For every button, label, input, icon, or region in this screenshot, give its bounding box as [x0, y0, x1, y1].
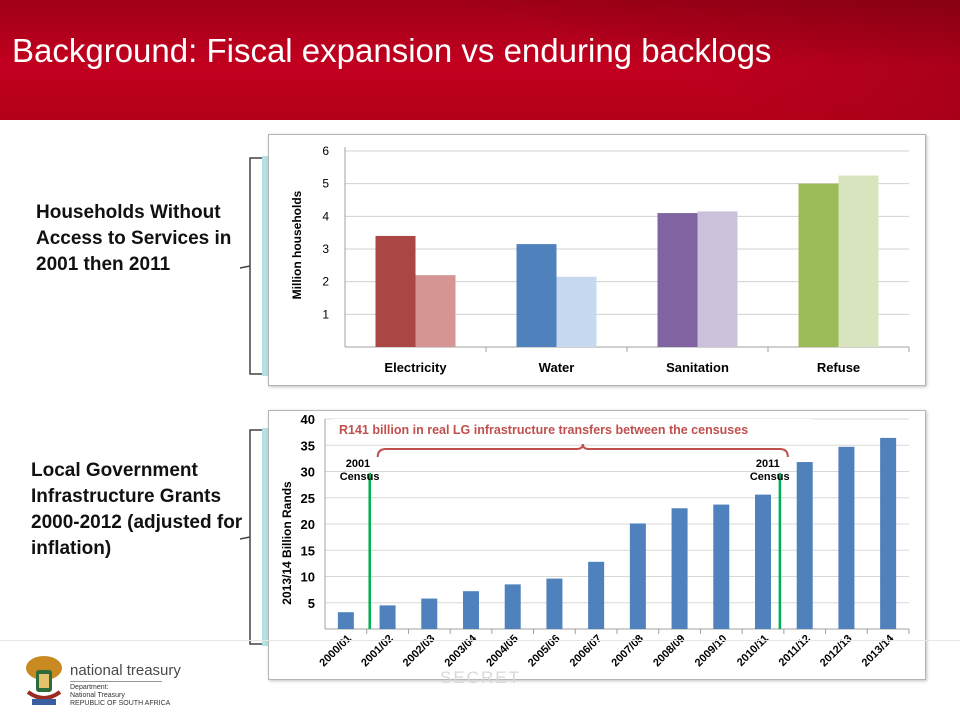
bar-2011-12: [796, 462, 813, 629]
y-tick-label: 30: [301, 465, 315, 480]
x-tick-label: 2005/06: [526, 633, 563, 670]
bar-electricity-2011: [415, 275, 456, 347]
bar-water-2011: [556, 276, 597, 347]
logo-sub-line: National Treasury: [70, 692, 125, 699]
x-tick-label: Sanitation: [666, 360, 729, 375]
y-tick-label: 10: [301, 570, 315, 585]
x-tick-label: 2008/09: [651, 633, 688, 670]
y-tick-label: 5: [322, 177, 329, 191]
grants-chart-frame: 5 10 15 20 25 30 35 40 2000/01 2001/02 2002/03 200…: [268, 410, 926, 680]
bar-2002-03: [421, 598, 438, 629]
y-tick-label: 35: [301, 438, 315, 453]
x-tick-label: 2012/13: [818, 633, 855, 670]
y-tick-label: 3: [322, 242, 329, 256]
x-tick-label: Refuse: [817, 360, 860, 375]
x-tick-label: 2002/03: [401, 633, 438, 670]
x-tick-label: 2013/14: [860, 632, 897, 669]
y-axis-label: Million households: [290, 190, 304, 299]
x-tick-label: 2001/02: [359, 633, 396, 670]
census-2001-year: 2001: [346, 458, 370, 470]
x-tick-label: Water: [539, 360, 575, 375]
y-tick-label: 25: [301, 491, 315, 506]
bar-2013-14: [880, 437, 897, 629]
x-tick-label: 2006/07: [568, 633, 605, 670]
bracket-text-bg: [333, 419, 813, 439]
bar-2008-09: [671, 508, 688, 629]
bar-2007-08: [629, 523, 646, 629]
y-tick-label: 4: [322, 209, 329, 223]
bar-refuse-2001: [798, 183, 839, 347]
bar-2010-11: [755, 494, 771, 629]
census-2001-label: Census: [340, 471, 380, 483]
y-tick-label: 15: [301, 543, 315, 558]
coat-of-arms-icon: [26, 656, 62, 705]
footer-watermark: SECRET: [440, 668, 521, 687]
bar-2000-01: [337, 612, 354, 629]
y-tick-label: 20: [301, 517, 315, 532]
households-label: Households Without Access to Services in…: [36, 202, 232, 275]
logo-name: national treasury: [70, 662, 181, 682]
bar-water-2001: [516, 244, 557, 347]
bar-2005-06: [546, 578, 563, 629]
census-bracket: [376, 443, 789, 458]
y-tick-label: 5: [308, 596, 315, 611]
bar-2001-02: [379, 605, 396, 629]
bar-electricity-2001: [375, 235, 416, 347]
y-tick-label: 1: [322, 307, 329, 321]
logo-sub-line: REPUBLIC OF SOUTH AFRICA: [70, 700, 171, 707]
bar-refuse-2011: [838, 175, 879, 347]
x-tick-label: 2011/12: [777, 633, 813, 669]
logo-sub-line: Department:: [70, 684, 109, 691]
y-tick-label: 6: [322, 144, 329, 158]
bracket-annotation: R141 billion in real LG infrastructure t…: [339, 423, 748, 437]
grants-label: Local Government Infrastructure Grants 2…: [31, 460, 243, 559]
y-tick-label: 2: [322, 275, 329, 289]
census-2011-label: Census: [750, 471, 790, 483]
bar-2004-05: [504, 584, 521, 629]
x-tick-label: 2003/04: [443, 632, 480, 669]
footer-divider: [0, 640, 960, 641]
x-tick-label: 2004/05: [484, 633, 521, 670]
x-tick-label: 2000/01: [317, 633, 354, 670]
x-tick-label: 2010/11: [735, 633, 771, 669]
x-tick-label: 2009/10: [693, 633, 730, 670]
y-tick-label: 40: [301, 412, 315, 427]
bar-2012-13: [838, 446, 855, 629]
logo-subtitle: Department: National Treasury REPUBLIC O…: [70, 684, 170, 708]
y-axis-label: 2013/14 Billion Rands: [280, 481, 294, 605]
slide-title: Background: Fiscal expansion vs enduring…: [12, 32, 772, 69]
census-2011-year: 2011: [756, 458, 780, 470]
x-tick-label: Electricity: [384, 360, 447, 375]
bar-2009-10: [713, 504, 730, 629]
x-tick-label: 2007/08: [609, 633, 646, 670]
bar-sanitation-2001: [657, 213, 698, 347]
bar-2006-07: [588, 561, 605, 629]
bar-2003-04: [463, 591, 479, 629]
bar-sanitation-2011: [697, 211, 738, 347]
title-banner: [0, 0, 960, 120]
